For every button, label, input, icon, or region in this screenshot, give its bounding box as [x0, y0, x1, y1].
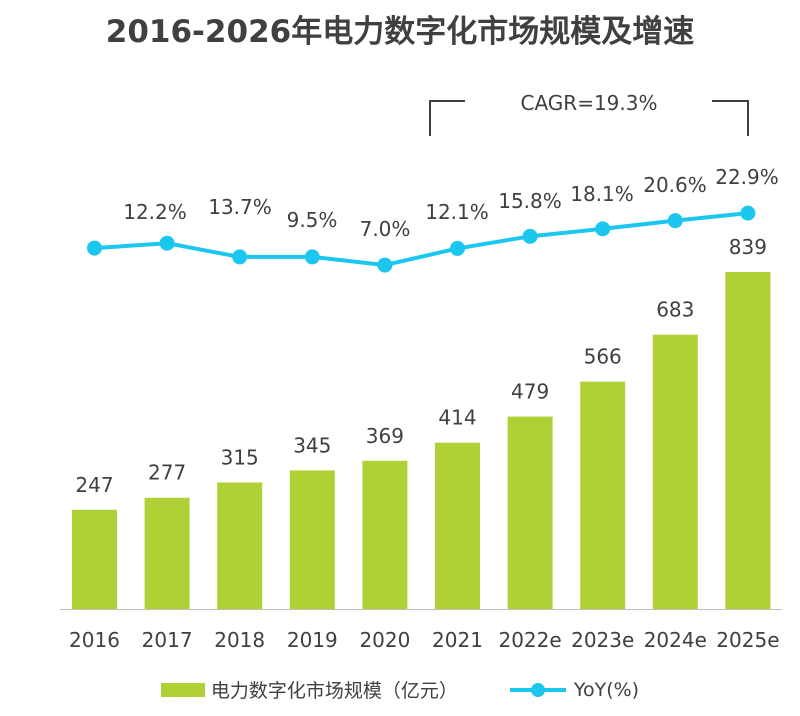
yoy-point-2019	[304, 249, 320, 265]
bar-2018	[217, 482, 263, 609]
x-tick-label-2022e: 2022e	[498, 628, 561, 652]
x-tick-label-2016: 2016	[69, 628, 120, 652]
yoy-point-2023e	[595, 221, 611, 237]
legend-label-line: YoY(%)	[573, 678, 640, 701]
bar-2024e	[652, 334, 698, 609]
bar-label-2019: 345	[293, 433, 331, 457]
yoy-label-2022e: 15.8%	[498, 189, 562, 213]
bar-label-2023e: 566	[584, 345, 622, 369]
yoy-point-2016	[87, 240, 102, 256]
x-tick-label-2017: 2017	[142, 628, 193, 652]
bar-2020	[362, 460, 408, 609]
bar-label-2024e: 683	[656, 298, 694, 322]
x-tick-label-2025e: 2025e	[716, 628, 779, 652]
cagr-bracket-left	[429, 100, 465, 136]
yoy-point-2020	[377, 257, 393, 273]
bar-label-2021: 414	[438, 406, 476, 430]
yoy-label-2017: 13.7%	[208, 195, 272, 219]
legend-label-bar: 电力数字化市场规模（亿元）	[210, 680, 458, 702]
yoy-label-2016: 12.2%	[123, 200, 187, 224]
bar-2025e	[725, 271, 771, 609]
x-tick-label-2021: 2021	[432, 628, 483, 652]
chart-title: 2016-2026年电力数字化市场规模及增速	[105, 14, 695, 50]
legend-item-bar: 电力数字化市场规模（亿元）	[160, 676, 458, 703]
yoy-label-2023e: 18.1%	[570, 182, 634, 206]
x-tick-label-2020: 2020	[359, 628, 410, 652]
bar-label-2025e: 839	[729, 235, 767, 259]
x-tick-label-2023e: 2023e	[571, 628, 634, 652]
yoy-label-2024e: 20.6%	[643, 173, 707, 197]
cagr-annotation: CAGR=19.3%	[521, 91, 658, 115]
bar-label-2022e: 479	[511, 380, 549, 404]
x-tick-label-2024e: 2024e	[644, 628, 707, 652]
bar-2019	[289, 470, 335, 609]
yoy-point-2025e	[740, 205, 756, 221]
yoy-point-2022e	[522, 228, 538, 244]
yoy-label-2020: 7.0%	[360, 217, 411, 241]
legend-item-line: YoY(%)	[508, 679, 639, 701]
legend-line-marker-icon	[509, 682, 566, 697]
bar-2021	[435, 442, 480, 609]
yoy-label-2018: 9.5%	[287, 208, 338, 232]
bar-label-2016: 247	[75, 473, 113, 497]
bar-2017	[144, 497, 190, 609]
bar-label-2017: 277	[148, 461, 186, 485]
bar-2022e	[507, 416, 553, 609]
x-tick-label-2019: 2019	[287, 628, 338, 652]
yoy-line	[94, 211, 749, 268]
x-tick-label-2018: 2018	[214, 628, 265, 652]
yoy-label-2025e: 22.9%	[715, 165, 779, 189]
bar-2016	[72, 509, 117, 609]
yoy-point-2021	[450, 240, 465, 256]
cagr-bracket-right	[712, 100, 749, 136]
yoy-point-2024e	[667, 213, 683, 229]
yoy-point-2017	[159, 235, 175, 251]
bar-label-2018: 315	[221, 445, 259, 469]
legend: 电力数字化市场规模（亿元） YoY(%)	[0, 676, 800, 703]
bar-2023e	[580, 381, 626, 609]
legend-swatch-bar	[160, 682, 205, 697]
yoy-point-2018	[232, 249, 248, 265]
bar-label-2020: 369	[366, 424, 404, 448]
yoy-label-2021: 12.1%	[425, 200, 489, 224]
